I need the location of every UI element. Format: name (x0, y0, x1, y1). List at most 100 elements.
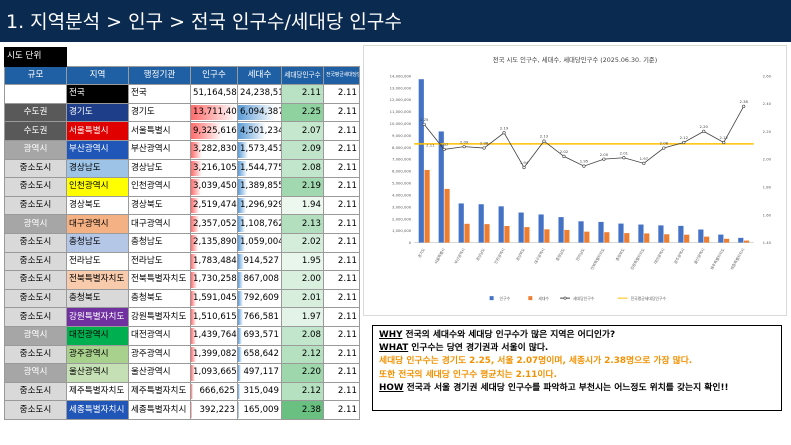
cell-national-avg: 2.11 (323, 400, 360, 420)
y-left-tick-label: 14,000,000 (390, 74, 412, 78)
bar-population (498, 206, 504, 243)
cell-households-databar (238, 365, 242, 381)
bar-population (578, 221, 584, 243)
header-scale: 규모 (4, 65, 67, 86)
cell-per-household: 2.25 (281, 102, 324, 123)
bar-households (544, 229, 550, 243)
y-right-tick-label: 1.60 (763, 213, 772, 217)
y-right-tick-label: 2.00 (763, 158, 772, 162)
cell-population-databar (191, 104, 237, 121)
point-label: 2.01 (620, 151, 629, 155)
x-tick-label: 울산광역시 (693, 247, 706, 265)
cell-population: 2,357,052 (190, 214, 238, 234)
bar-households (524, 227, 530, 243)
avg-line-label: 2.11 (426, 143, 435, 147)
cell-per-household: 2.08 (281, 325, 324, 346)
cell-region: 전라남도 (66, 251, 129, 272)
cell-per-household: 2.38 (281, 400, 324, 420)
cell-region: 울산광역시 (66, 363, 129, 383)
cell-national-avg: 2.11 (323, 251, 360, 272)
cell-region: 전북특별자치도 (66, 270, 129, 290)
legend-label: 세대수 (538, 296, 549, 301)
point-label: 2.13 (540, 135, 549, 139)
cell-population-value: 392,223 (199, 404, 235, 415)
point-label: 2.12 (680, 136, 689, 140)
point-label: 2.25 (420, 118, 429, 122)
header-agency: 행정기관 (128, 65, 191, 86)
cell-scale: 중소도시 (4, 251, 67, 272)
cell-per-household: 2.08 (281, 158, 324, 179)
cell-households: 1,059,004 (237, 232, 282, 253)
header-national-avg: 전국평균세대당인구수 (323, 65, 360, 86)
point-per-household (702, 129, 706, 133)
cell-households: 867,008 (237, 270, 282, 290)
table-row: 중소도시 세종특별자치시 세종특별자치시 392,223 165,009 2.38 2.11 (4, 400, 360, 420)
cell-households-value: 1,108,762 (240, 218, 282, 229)
how-key: HOW (379, 382, 404, 393)
cell-population: 51,164,582 (190, 84, 238, 104)
cell-households-value: 4,501,234 (240, 125, 282, 136)
cell-agency: 서울특별시 (128, 121, 191, 141)
y-left-tick-label: 1,000,000 (392, 229, 412, 233)
bar-population (478, 204, 484, 243)
cell-population-databar (191, 253, 197, 270)
bar-population (438, 131, 444, 243)
cell-population-databar (191, 216, 199, 232)
point-per-household (522, 165, 526, 170)
note-line3: 세대당 인구수는 경기도 2.25, 서울 2.07명이며, 세종시가 2.38… (379, 356, 693, 367)
cell-population-value: 1,093,665 (193, 367, 237, 378)
legend-marker (563, 296, 567, 300)
point-label: 2.08 (480, 142, 489, 146)
cell-agency: 전국 (128, 84, 191, 104)
table-row: 광역시 울산광역시 울산광역시 1,093,665 497,117 2.20 2.11 (4, 363, 360, 383)
cell-population-databar (191, 365, 195, 381)
point-label: 2.19 (500, 126, 509, 130)
point-per-household (442, 147, 446, 152)
cell-households-databar (238, 253, 244, 270)
table-row: 중소도시 제주특별자치도 제주특별자치도 666,625 315,049 2.12 2.11 (4, 381, 360, 402)
y-left-tick-label: 12,000,000 (390, 98, 412, 102)
cell-region: 경기도 (66, 102, 129, 123)
x-tick-label: 세종특별자치시 (729, 247, 745, 271)
cell-national-avg: 2.11 (323, 270, 360, 290)
cell-households: 24,238,510 (237, 84, 282, 104)
cell-scale: 중소도시 (4, 400, 67, 420)
cell-population-databar (191, 402, 193, 418)
y-left-tick-label: 3,000,000 (392, 205, 412, 209)
bar-population (678, 225, 684, 243)
cell-agency: 광주광역시 (128, 344, 191, 365)
x-tick-label: 충청남도 (555, 247, 567, 262)
cell-scale: 광역시 (4, 214, 67, 234)
cell-agency: 전라남도 (128, 251, 191, 272)
bar-population (638, 224, 644, 243)
cell-scale: 중소도시 (4, 270, 67, 290)
cell-households-value: 497,117 (243, 367, 279, 378)
cell-population: 1,591,045 (190, 288, 238, 309)
bar-households (704, 236, 710, 243)
cell-scale: 중소도시 (4, 195, 67, 216)
cell-population-value: 51,164,582 (193, 88, 238, 99)
cell-scale: 광역시 (4, 325, 67, 346)
cell-households: 4,501,234 (237, 121, 282, 141)
cell-population-databar (191, 141, 202, 158)
cell-households-value: 1,059,004 (240, 237, 282, 248)
cell-population-value: 2,519,474 (193, 200, 237, 211)
point-per-household (482, 146, 486, 150)
cell-households-databar (238, 141, 248, 158)
x-tick-label: 대구광역시 (533, 247, 546, 265)
bar-population (698, 229, 704, 243)
y-right-tick-label: 2.40 (763, 102, 772, 106)
chart-title: 전국 시도 인구수, 세대수, 세대당인구수 (2025.06.30. 기준) (493, 55, 657, 64)
cell-scale: 중소도시 (4, 158, 67, 179)
point-per-household (562, 154, 566, 158)
legend-label: 전국평균세대당인구수 (631, 296, 667, 301)
cell-agency: 울산광역시 (128, 363, 191, 383)
cell-agency: 강원특별자치도 (128, 307, 191, 327)
bar-households (624, 233, 630, 243)
y-left-tick-label: 7,000,000 (392, 158, 412, 162)
how-text: 전국과 서울 경기권 세대당 인구수를 파악하고 부천시는 어느정도 위치를 갖… (403, 382, 729, 393)
cell-per-household: 2.12 (281, 381, 324, 402)
cell-population: 1,093,665 (190, 363, 238, 383)
table-row: 중소도시 강원특별자치도 강원특별자치도 1,510,615 766,581 1.97 2.… (4, 307, 360, 327)
cell-households: 792,609 (237, 288, 282, 309)
